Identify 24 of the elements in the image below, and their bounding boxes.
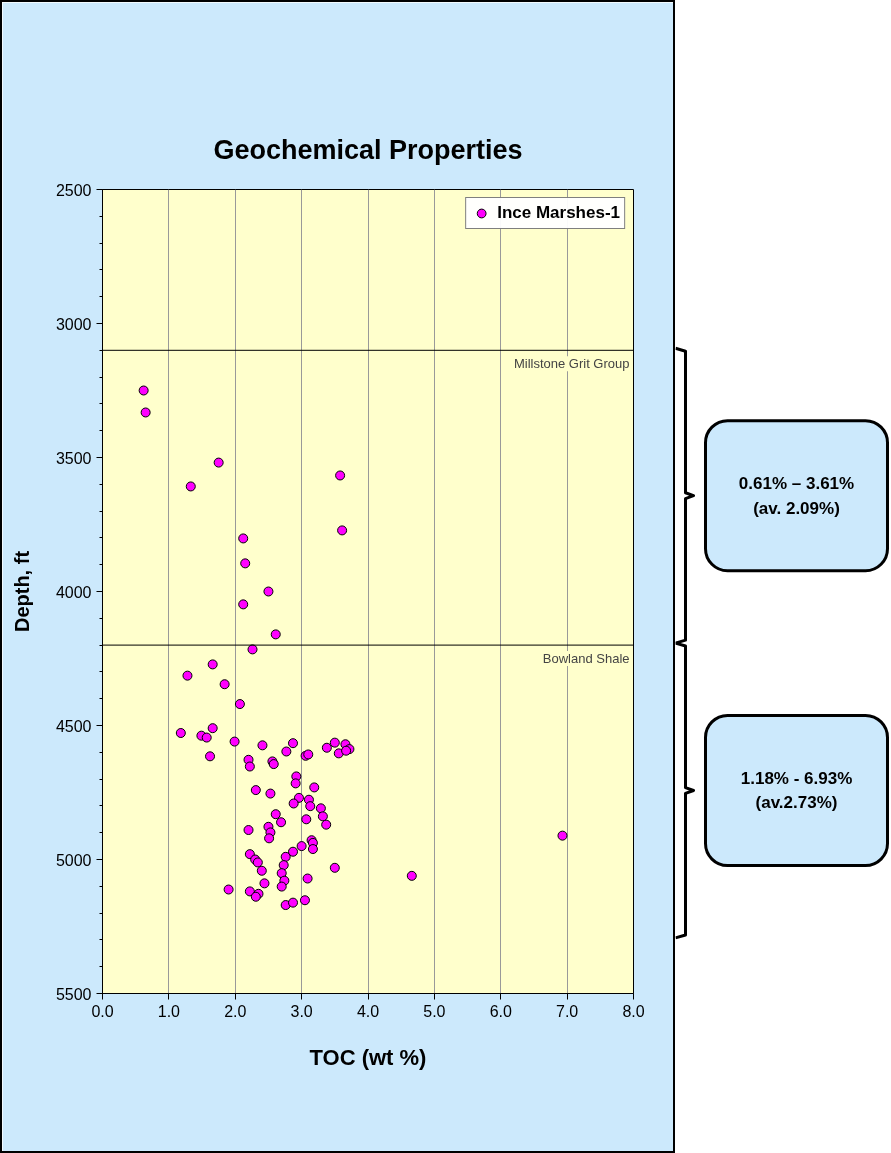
y-tick-label: 3000	[55, 315, 92, 333]
y-axis-title: Depth, ft	[10, 550, 33, 633]
x-tick-label: 6.0	[489, 1002, 512, 1020]
x-tick-label: 3.0	[290, 1002, 313, 1020]
x-tick-label: 8.0	[622, 1002, 645, 1020]
x-tick-label: 1.0	[157, 1002, 181, 1020]
y-tick-label: 5000	[55, 851, 92, 869]
legend-label: Ince Marshes-1	[497, 203, 620, 223]
x-tick-label: 5.0	[423, 1002, 446, 1020]
x-tick-label: 7.0	[556, 1002, 579, 1020]
y-tick-label: 3500	[55, 449, 92, 467]
chart-title: Geochemical Properties	[213, 134, 523, 165]
y-tick-label: 5500	[55, 985, 92, 1003]
x-tick-label: 4.0	[356, 1002, 380, 1020]
y-tick-label: 4500	[55, 717, 92, 735]
ref-line-label: Millstone Grit Group	[513, 356, 630, 372]
ref-line-label: Bowland Shale	[542, 651, 630, 667]
y-tick-label: 2500	[55, 181, 92, 199]
x-tick-label: 0.0	[91, 1002, 114, 1020]
text: 1.18% - 6.93% (av.2.73%)	[740, 768, 853, 813]
y-tick-label: 4000	[55, 583, 92, 601]
text: 0.61% – 3.61% (av. 2.09%)	[738, 473, 855, 518]
x-axis-title: TOC (wt %)	[309, 1044, 427, 1070]
x-tick-label: 2.0	[224, 1002, 247, 1020]
